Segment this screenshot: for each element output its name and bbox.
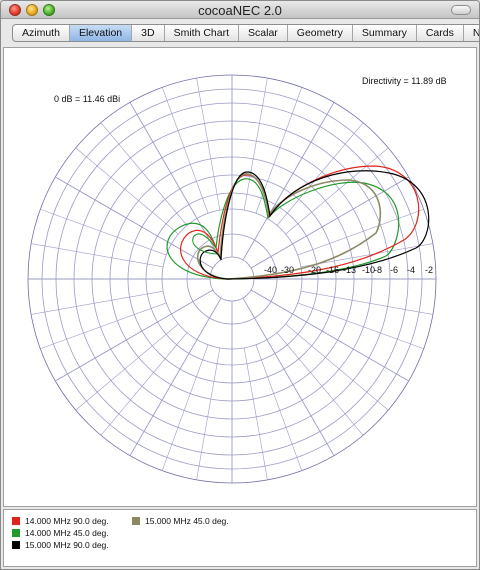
grid-spoke [129, 297, 222, 456]
legend-panel: 14.000 MHz 90.0 deg. 14.000 MHz 45.0 deg… [3, 509, 477, 567]
grid-spoke [276, 332, 364, 436]
ring-label-minus-6: -6 [390, 265, 398, 275]
ring-label-minus-2: -2 [425, 265, 433, 275]
legend-swatch-black [12, 541, 20, 549]
grid-spoke [255, 344, 303, 471]
directivity-label: Directivity = 11.89 dB [362, 76, 447, 86]
ring-label-minus-30: -30 [281, 265, 294, 275]
window-title: cocoaNEC 2.0 [198, 3, 282, 18]
grid-spoke [161, 87, 209, 214]
pattern-lobe-inner-green [192, 233, 218, 255]
grid-spoke [75, 147, 179, 235]
title-bar: cocoaNEC 2.0 [1, 1, 479, 19]
grid-spoke [242, 102, 335, 261]
grid-spoke [297, 302, 424, 350]
minimize-window-button[interactable] [26, 4, 38, 16]
legend-item-15mhz-90deg: 15.000 MHz 90.0 deg. [12, 540, 109, 550]
legend-swatch-green [12, 529, 20, 537]
ring-label-minus-20: -20 [308, 265, 321, 275]
grid-spoke [55, 289, 214, 382]
grid-spoke [250, 289, 409, 382]
legend-item-15mhz-45deg: 15.000 MHz 45.0 deg. [132, 516, 229, 526]
grid-spoke [300, 290, 433, 315]
ring-labels: -40 -30 -20 -16 -13 -10 -8 -6 -4 -2 [264, 265, 433, 275]
tab-scalar[interactable]: Scalar [239, 25, 288, 41]
grid-spoke [243, 347, 268, 480]
ring-label-minus-8: -8 [374, 265, 382, 275]
grid-spoke [243, 78, 268, 211]
pattern-curve-15mhz-45deg [196, 173, 382, 280]
grid-spoke [31, 290, 164, 315]
grid-spoke [300, 243, 433, 268]
reference-level-label: 0 dB = 11.46 dBi [54, 94, 120, 104]
tab-bar: Azimuth Elevation 3D Smith Chart Scalar … [12, 24, 480, 42]
grid-spoke [242, 297, 335, 456]
grid-spoke [55, 176, 214, 269]
grid-spoke [161, 344, 209, 471]
tab-summary[interactable]: Summary [353, 25, 417, 41]
grid-spoke [276, 122, 364, 226]
elevation-plot-area: -40 -30 -20 -16 -13 -10 -8 -6 -4 -2 Dire… [3, 47, 477, 507]
grid-spoke [100, 122, 188, 226]
grid-spoke [40, 302, 167, 350]
tab-geometry[interactable]: Geometry [288, 25, 353, 41]
legend-swatch-olive [132, 517, 140, 525]
pattern-curve-15mhz-90deg [199, 170, 430, 280]
pattern-curve-14mhz-90deg [180, 165, 420, 280]
ring-label-minus-13: -13 [343, 265, 356, 275]
grid-spoke [297, 208, 424, 256]
grid-spoke [285, 147, 389, 235]
grid-spoke [285, 323, 389, 411]
ring-label-minus-10: -10 [362, 265, 375, 275]
tab-smith-chart[interactable]: Smith Chart [165, 25, 240, 41]
tab-cards[interactable]: Cards [417, 25, 464, 41]
ring-label-minus-40: -40 [264, 265, 277, 275]
grid-spoke [196, 78, 221, 211]
grid-spoke [75, 323, 179, 411]
grid-spoke [196, 347, 221, 480]
zoom-window-button[interactable] [43, 4, 55, 16]
pattern-curves [166, 165, 430, 280]
tab-3d[interactable]: 3D [132, 25, 165, 41]
tab-elevation[interactable]: Elevation [69, 25, 133, 41]
toolbar-toggle-button[interactable] [451, 5, 471, 15]
grid-spoke [40, 208, 167, 256]
grid-spoke [250, 176, 409, 269]
grid-spoke [31, 243, 164, 268]
polar-plot: -40 -30 -20 -16 -13 -10 -8 -6 -4 -2 Dire… [27, 74, 447, 484]
grid-spoke [129, 102, 222, 261]
close-window-button[interactable] [9, 4, 21, 16]
grid-spoke [100, 332, 188, 436]
legend-item-14mhz-45deg: 14.000 MHz 45.0 deg. [12, 528, 109, 538]
pattern-curve-14mhz-45deg [166, 178, 400, 280]
tab-azimuth[interactable]: Azimuth [13, 25, 70, 41]
ring-label-minus-4: -4 [407, 265, 415, 275]
legend-swatch-red [12, 517, 20, 525]
legend-item-14mhz-90deg: 14.000 MHz 90.0 deg. [12, 516, 109, 526]
ring-label-minus-16: -16 [326, 265, 339, 275]
